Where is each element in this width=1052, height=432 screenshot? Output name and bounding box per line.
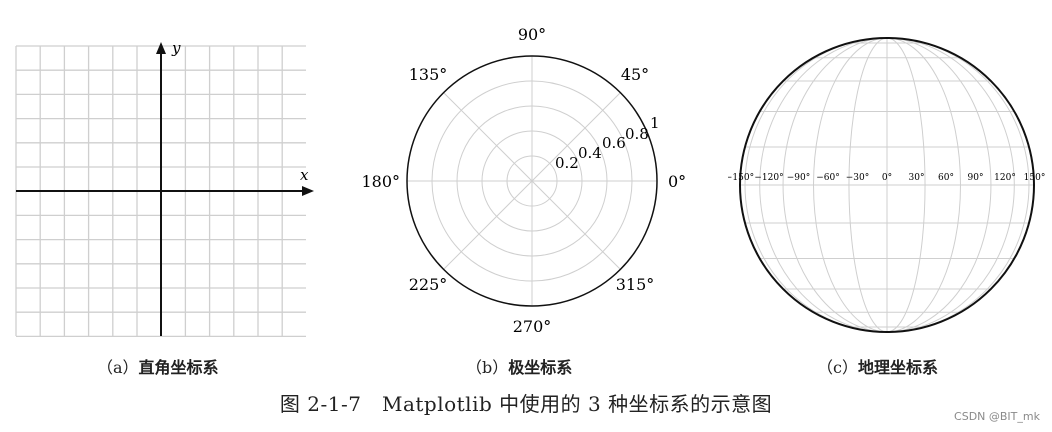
longitude-label: 90° xyxy=(968,173,984,183)
globe-outline xyxy=(739,37,1035,333)
longitude-label: 120° xyxy=(994,173,1016,183)
meridian-line xyxy=(744,38,888,332)
polar-spoke xyxy=(531,180,621,270)
polar-angle-90: 90° xyxy=(518,25,546,44)
meridian-line xyxy=(886,38,961,332)
radial-label-0-2: 0.2 xyxy=(555,154,579,172)
geo-graticule xyxy=(740,38,1034,332)
longitude-label: −60° xyxy=(816,173,840,183)
watermark: CSDN @BIT_mk xyxy=(954,410,1040,423)
longitude-label: 0° xyxy=(882,173,892,183)
geo-panel: −150° −120° −90° −60° −30° 0° 30° 60° 90° 120° 150… xyxy=(728,37,1045,333)
y-axis-arrow xyxy=(156,42,166,54)
polar-angle-225: 225° xyxy=(409,275,448,294)
caption-c: （c）地理坐标系 xyxy=(817,354,938,378)
polar-angle-45: 45° xyxy=(621,65,649,84)
meridian-line xyxy=(813,38,888,332)
longitude-label: 30° xyxy=(909,173,925,183)
polar-spoke xyxy=(531,92,621,182)
polar-angle-135: 135° xyxy=(409,65,448,84)
longitude-label: −30° xyxy=(846,173,870,183)
polar-outline xyxy=(406,55,658,307)
meridian-line xyxy=(759,38,888,332)
polar-panel: 90° 45° 0° 315° 270° 225° 180° 135° 0.2 … xyxy=(361,25,686,336)
polar-spoke xyxy=(443,92,533,182)
polar-angle-315: 315° xyxy=(616,275,655,294)
polar-angle-0: 0° xyxy=(668,172,686,191)
longitude-label: −90° xyxy=(787,173,811,183)
meridian-line xyxy=(886,38,1030,332)
meridian-line xyxy=(886,38,1015,332)
caption-b: （b）极坐标系 xyxy=(466,354,572,378)
caption-b-letter: （b） xyxy=(466,358,509,377)
caption-c-text: 地理坐标系 xyxy=(857,358,938,377)
longitude-labels: −150° −120° −90° −60° −30° 0° 30° 60° 90° 120° 150… xyxy=(728,173,1045,183)
longitude-label: 60° xyxy=(938,173,954,183)
cartesian-panel: x y xyxy=(15,39,314,338)
polar-angle-180: 180° xyxy=(361,172,400,191)
caption-a-letter: （a） xyxy=(97,358,139,377)
x-axis-label: x xyxy=(300,166,309,184)
meridian-line xyxy=(886,38,992,332)
longitude-label: −150° xyxy=(728,173,754,183)
meridian-line xyxy=(848,38,888,332)
caption-a-text: 直角坐标系 xyxy=(138,358,219,377)
radial-label-0-6: 0.6 xyxy=(602,134,626,152)
longitude-label: 150° xyxy=(1024,173,1046,183)
radial-label-0-8: 0.8 xyxy=(625,125,649,143)
radial-label-1: 1 xyxy=(650,114,660,132)
meridian-line xyxy=(886,38,926,332)
caption-c-letter: （c） xyxy=(817,358,858,377)
figure-title: 图 2-1-7 Matplotlib 中使用的 3 种坐标系的示意图 xyxy=(279,392,773,416)
radial-label-0-4: 0.4 xyxy=(578,144,602,162)
polar-angle-270: 270° xyxy=(513,317,552,336)
meridian-line xyxy=(782,38,888,332)
y-axis-label: y xyxy=(171,39,181,57)
polar-spoke xyxy=(443,180,533,270)
longitude-label: −120° xyxy=(754,173,783,183)
polar-grid xyxy=(407,56,657,306)
x-axis-arrow xyxy=(302,186,314,196)
caption-a: （a）直角坐标系 xyxy=(97,354,219,378)
caption-b-text: 极坐标系 xyxy=(508,358,573,377)
